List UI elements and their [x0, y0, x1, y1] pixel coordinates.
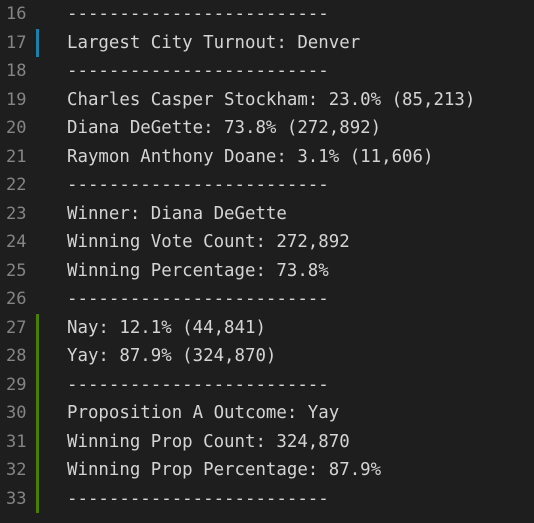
editor-line[interactable]: 22 -------------------------: [0, 171, 534, 200]
line-number: 19: [6, 89, 27, 110]
gutter-added-marker[interactable]: [36, 342, 39, 371]
editor-line[interactable]: 25 Winning Percentage: 73.8%: [0, 257, 534, 286]
editor-line[interactable]: 31 Winning Prop Count: 324,870: [0, 427, 534, 456]
editor-line[interactable]: 16 -------------------------: [0, 0, 534, 29]
editor-line[interactable]: 30 Proposition A Outcome: Yay: [0, 399, 534, 428]
line-number: 33: [6, 488, 27, 509]
line-number: 21: [6, 146, 27, 167]
line-text[interactable]: -------------------------: [67, 61, 329, 81]
line-text[interactable]: Winning Prop Count: 324,870: [67, 431, 350, 452]
gutter-added-marker[interactable]: [36, 399, 39, 428]
line-number: 29: [6, 374, 27, 395]
line-number: 31: [6, 431, 27, 452]
editor-line[interactable]: 17 Largest City Turnout: Denver: [0, 28, 534, 57]
editor-line[interactable]: 19 Charles Casper Stockham: 23.0% (85,213…: [0, 86, 534, 115]
line-text[interactable]: -------------------------: [67, 175, 329, 195]
line-text[interactable]: Nay: 12.1% (44,841): [67, 317, 266, 338]
gutter-added-marker[interactable]: [36, 370, 39, 399]
line-number: 17: [6, 32, 27, 53]
line-text[interactable]: Proposition A Outcome: Yay: [67, 403, 340, 423]
editor-line[interactable]: 21 Raymon Anthony Doane: 3.1% (11,606): [0, 143, 534, 172]
line-text[interactable]: Winning Percentage: 73.8%: [67, 260, 329, 281]
line-text[interactable]: Diana DeGette: 73.8% (272,892): [67, 118, 382, 138]
gutter-added-marker[interactable]: [36, 456, 39, 485]
editor-line[interactable]: 26 -------------------------: [0, 285, 534, 314]
line-text[interactable]: Yay: 87.9% (324,870): [67, 346, 277, 366]
line-text[interactable]: Largest City Turnout: Denver: [67, 32, 361, 53]
editor-line[interactable]: 32 Winning Prop Percentage: 87.9%: [0, 456, 534, 485]
line-text[interactable]: -------------------------: [67, 289, 329, 309]
line-text[interactable]: Winning Vote Count: 272,892: [67, 232, 350, 252]
line-text[interactable]: -------------------------: [67, 374, 329, 395]
line-number: 28: [6, 346, 27, 366]
editor-line[interactable]: 28 Yay: 87.9% (324,870): [0, 342, 534, 371]
editor-line[interactable]: 29 -------------------------: [0, 370, 534, 399]
editor-line[interactable]: 27 Nay: 12.1% (44,841): [0, 313, 534, 342]
gutter-modified-marker[interactable]: [36, 28, 39, 57]
line-text[interactable]: Charles Casper Stockham: 23.0% (85,213): [67, 89, 476, 110]
line-number: 20: [6, 118, 27, 138]
line-number: 16: [6, 4, 27, 24]
line-text[interactable]: -------------------------: [67, 488, 329, 509]
line-text[interactable]: Winning Prop Percentage: 87.9%: [67, 460, 382, 480]
line-number: 23: [6, 203, 27, 224]
gutter-added-marker[interactable]: [36, 427, 39, 456]
line-number: 32: [6, 460, 27, 480]
editor-line[interactable]: 24 Winning Vote Count: 272,892: [0, 228, 534, 257]
editor-line[interactable]: 18 -------------------------: [0, 57, 534, 86]
line-number: 26: [6, 289, 27, 309]
line-number: 22: [6, 175, 27, 195]
line-number: 24: [6, 232, 27, 252]
line-text[interactable]: Winner: Diana DeGette: [67, 203, 287, 224]
gutter-added-marker[interactable]: [36, 313, 39, 342]
editor-line[interactable]: 23 Winner: Diana DeGette: [0, 200, 534, 229]
line-text[interactable]: Raymon Anthony Doane: 3.1% (11,606): [67, 146, 434, 167]
editor-line[interactable]: 33 -------------------------: [0, 484, 534, 513]
gutter-added-marker[interactable]: [36, 484, 39, 513]
line-text[interactable]: -------------------------: [67, 4, 329, 24]
line-number: 27: [6, 317, 27, 338]
editor-line[interactable]: 20 Diana DeGette: 73.8% (272,892): [0, 114, 534, 143]
line-number: 30: [6, 403, 27, 423]
line-number: 25: [6, 260, 27, 281]
line-number: 18: [6, 61, 27, 81]
